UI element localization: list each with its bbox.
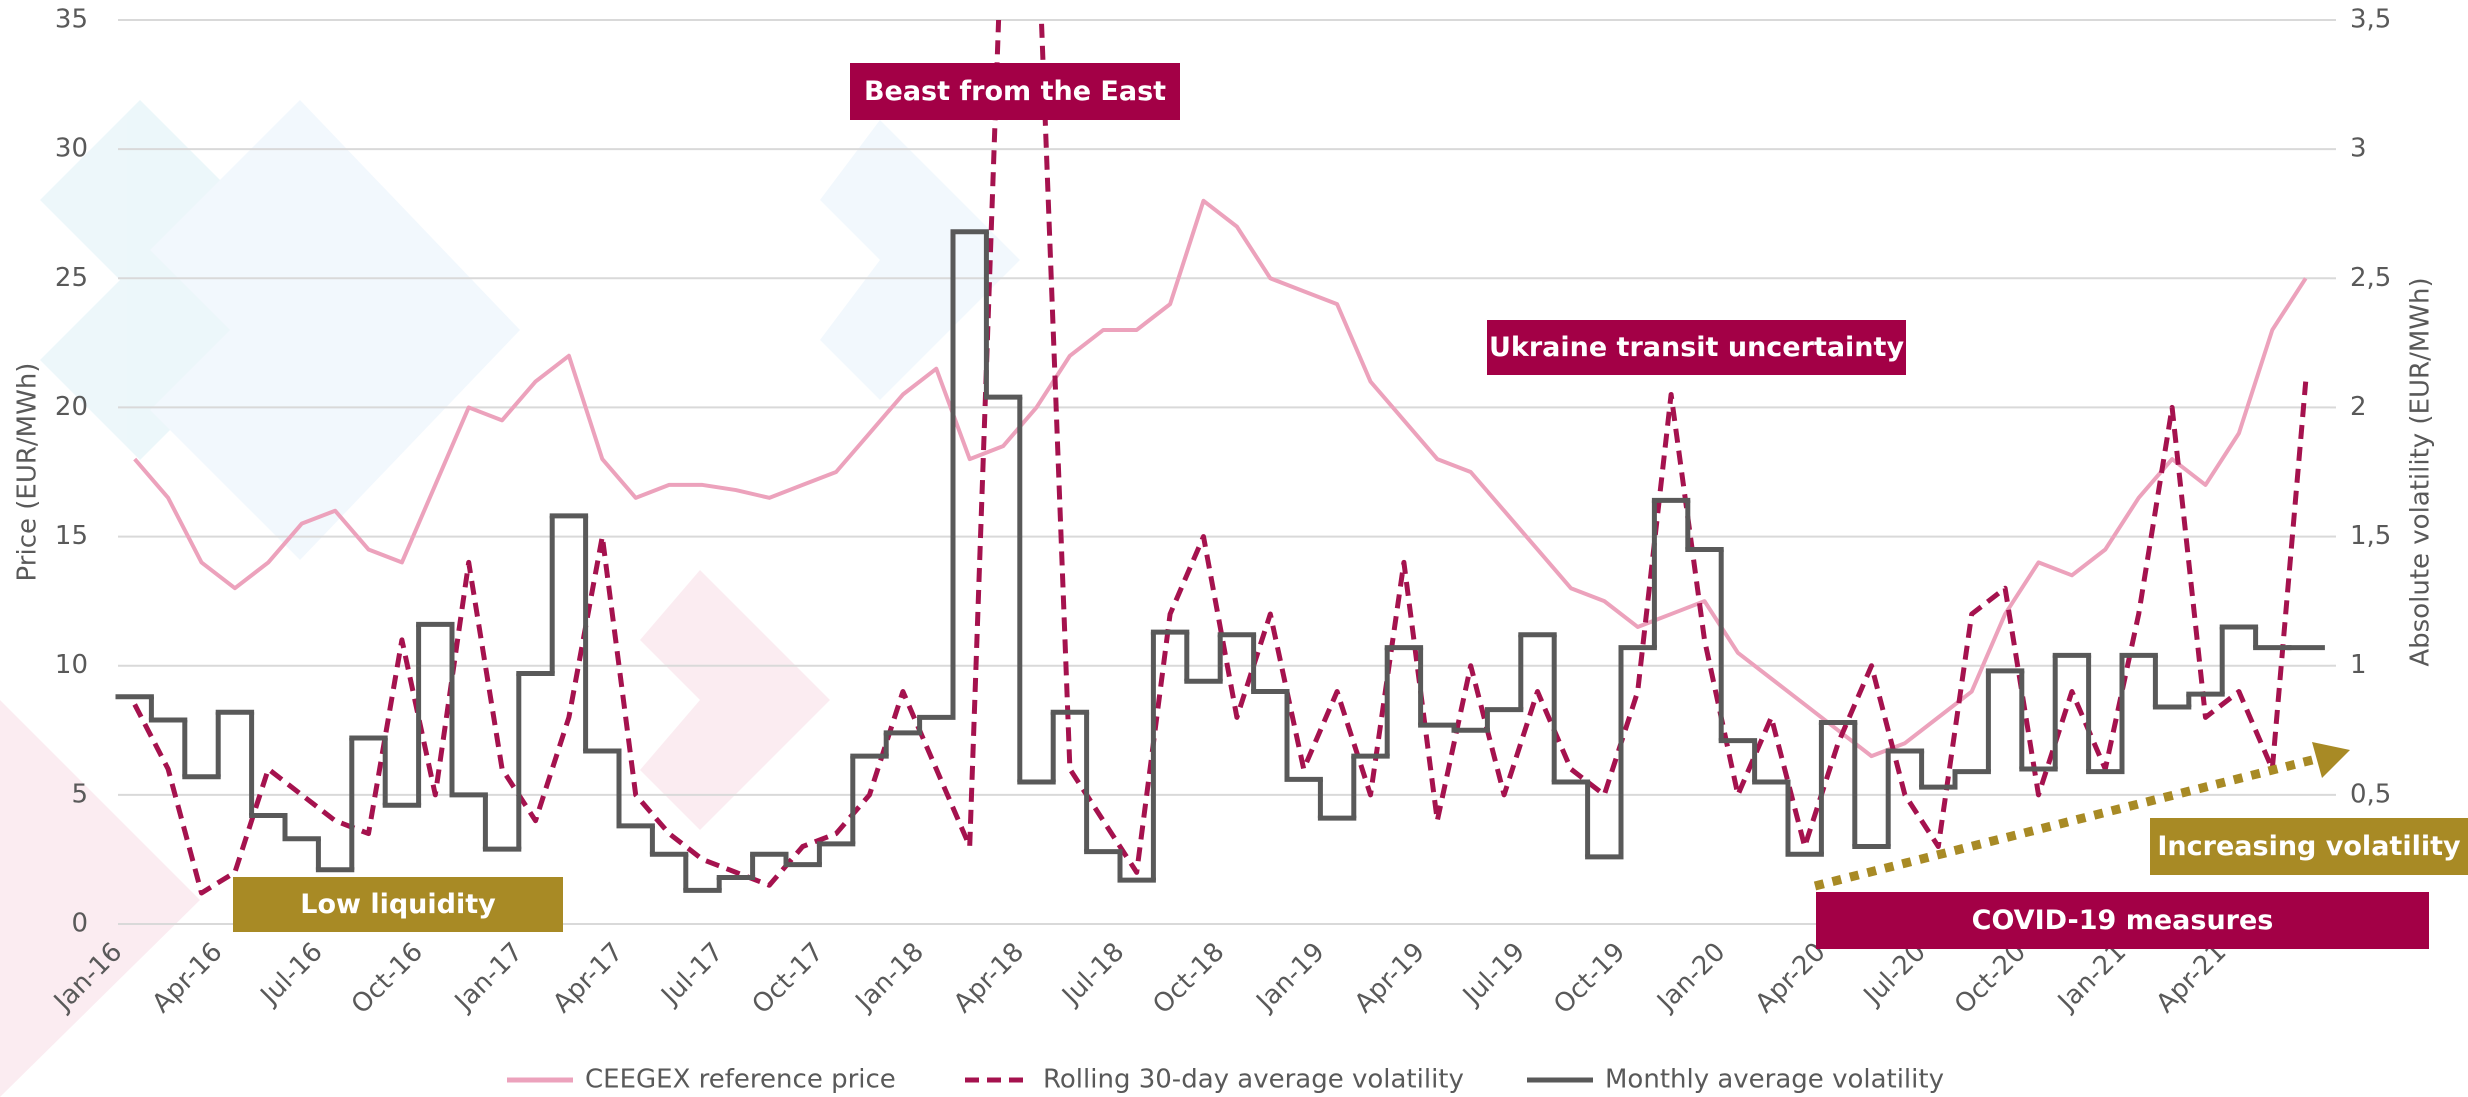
- x-tick-label: Apr-16: [147, 937, 229, 1019]
- y2-tick-label: 1: [2350, 650, 2367, 680]
- line: [133, 198, 2308, 759]
- dashed-line: [132, 20, 2309, 896]
- y2-tick-label: 3,5: [2350, 5, 2391, 35]
- legend-label: Rolling 30-day average volatility: [1043, 1065, 1464, 1095]
- x-tick-label: Jan-21: [2051, 937, 2132, 1018]
- annotation-box: [233, 877, 563, 932]
- x-tick-label: Oct-17: [747, 937, 830, 1020]
- y2-tick-label: 1,5: [2350, 521, 2391, 551]
- y2-tick-label: 2: [2350, 392, 2367, 422]
- y-tick-label: 10: [55, 650, 88, 680]
- x-tick-label: Apr-21: [2151, 937, 2233, 1019]
- y-axis-label: Price (EUR/MWh): [13, 363, 43, 582]
- x-tick-label: Apr-19: [1349, 937, 1431, 1019]
- x-tick-label: Oct-20: [1949, 937, 2032, 1020]
- annotation-text: Beast from the East: [864, 76, 1166, 107]
- annotation-box: [1816, 892, 2429, 949]
- legend-label: CEEGEX reference price: [585, 1065, 896, 1095]
- x-tick-label: Apr-20: [1750, 937, 1832, 1019]
- x-tick-label: Apr-18: [948, 937, 1030, 1019]
- x-tick-label: Jul-19: [1456, 937, 1531, 1012]
- y2-axis-label: Absolute volatility (EUR/MWh): [2406, 277, 2436, 666]
- annotation-box: [1487, 320, 1906, 375]
- y2-tick-label: 3: [2350, 134, 2367, 164]
- y-tick-label: 15: [55, 521, 88, 551]
- annotation-box: [850, 63, 1180, 120]
- y-tick-label: 35: [55, 5, 88, 35]
- x-tick-label: Jan-20: [1650, 937, 1731, 1018]
- x-tick-label: Jan-18: [849, 937, 930, 1018]
- plot-area: [115, 20, 2325, 896]
- trend-arrow: [1813, 753, 2322, 891]
- annotation-text: Low liquidity: [300, 889, 496, 920]
- y-tick-label: 0: [71, 909, 88, 939]
- annotation-text: Ukraine transit uncertainty: [1489, 332, 1904, 363]
- x-tick-label: Apr-17: [547, 937, 629, 1019]
- y2-tick-label: 0,5: [2350, 779, 2391, 809]
- y-tick-label: 30: [55, 134, 88, 164]
- y2-tick-label: 2,5: [2350, 263, 2391, 293]
- y-tick-label: 20: [55, 392, 88, 422]
- x-tick-label: Jul-17: [655, 937, 730, 1012]
- x-tick-label: Oct-16: [346, 937, 429, 1020]
- x-tick-label: Jul-18: [1055, 937, 1130, 1012]
- annotation-text: Increasing volatility: [2157, 831, 2461, 862]
- y-tick-label: 25: [55, 263, 88, 293]
- legend-label: Monthly average volatility: [1605, 1065, 1944, 1095]
- annotation-box: [2150, 818, 2468, 875]
- x-tick-label: Jul-16: [254, 937, 329, 1012]
- x-tick-label: Oct-18: [1147, 937, 1230, 1020]
- trend-arrowhead: [2312, 742, 2350, 778]
- x-tick-label: Jan-17: [448, 937, 529, 1018]
- x-tick-label: Jan-19: [1250, 937, 1331, 1018]
- y-tick-label: 5: [71, 779, 88, 809]
- annotation-text: COVID-19 measures: [1972, 905, 2274, 936]
- background-decoration: [0, 100, 1020, 1097]
- x-tick-label: Oct-19: [1548, 937, 1631, 1020]
